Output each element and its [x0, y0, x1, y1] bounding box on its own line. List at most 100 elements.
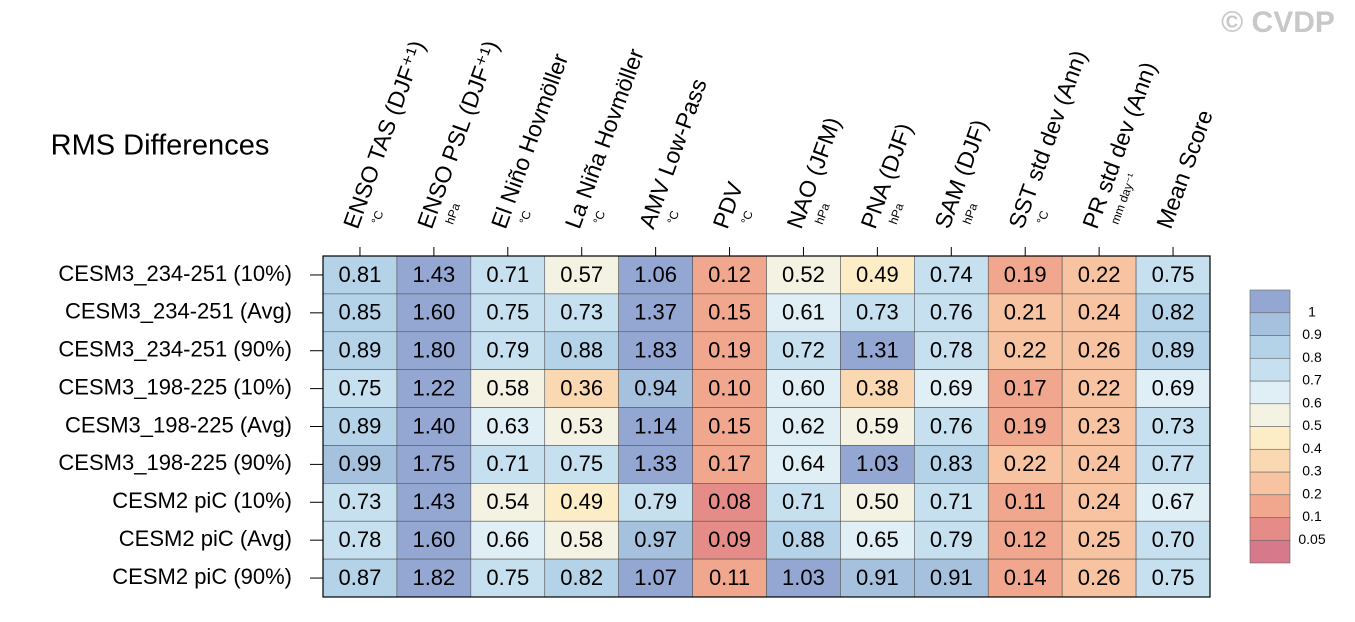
heat-cell [766, 483, 841, 522]
cell-label: 0.59 [856, 413, 899, 438]
heat-cell [840, 407, 915, 446]
colorbar-box [1249, 448, 1291, 473]
cell-label: 0.81 [339, 262, 382, 287]
cell-label: 0.24 [1078, 300, 1121, 325]
colorbar-box [1249, 517, 1291, 541]
heat-cell [692, 293, 767, 333]
heat-cell [470, 407, 546, 446]
column-header: SAM (DJF) [929, 116, 992, 232]
heat-cell [766, 407, 841, 446]
heat-cell [914, 558, 989, 598]
heat-cell [470, 558, 546, 598]
column-unit: °C [664, 208, 682, 226]
cell-label: 0.17 [708, 451, 751, 476]
heat-cell [840, 369, 915, 408]
cell-label: 0.99 [339, 451, 382, 476]
row-label: CESM2 piC (90%) [112, 564, 292, 589]
column-unit: °C [369, 208, 387, 226]
cell-label: 0.60 [782, 375, 825, 400]
cell-label: 0.69 [1152, 375, 1195, 400]
colorbar-box [1249, 539, 1291, 564]
colorbar-label: 0.7 [1302, 372, 1322, 388]
heat-cell [396, 445, 472, 484]
column-header: NAO (JFM) [781, 114, 845, 232]
heat-cell [692, 331, 767, 370]
heat-cell [470, 293, 546, 333]
cell-label: 0.91 [856, 565, 899, 590]
cell-label: 1.43 [412, 489, 455, 514]
cell-label: 0.08 [708, 489, 751, 514]
cell-label: 1.07 [634, 565, 677, 590]
cell-label: 0.11 [709, 565, 750, 590]
heat-cell [396, 369, 472, 408]
heat-cell [840, 483, 915, 522]
row-label: CESM2 piC (10%) [112, 488, 292, 513]
column-unit: °C [1034, 208, 1052, 226]
cell-label: 0.10 [708, 375, 751, 400]
cell-label: 0.38 [856, 375, 899, 400]
heat-cell [766, 520, 841, 560]
heat-cell [1061, 520, 1137, 560]
cell-label: 0.22 [1078, 262, 1121, 287]
cell-label: 0.75 [560, 451, 603, 476]
heat-cell [618, 369, 693, 408]
cell-label: 0.66 [486, 527, 529, 552]
heat-cell [1061, 483, 1137, 522]
cell-label: 0.79 [486, 338, 529, 363]
cell-label: 0.89 [339, 413, 382, 438]
cell-label: 0.58 [486, 375, 529, 400]
heat-cell [987, 407, 1063, 446]
heat-cell [1061, 255, 1137, 295]
cell-label: 1.03 [856, 451, 899, 476]
cell-label: 1.82 [412, 565, 455, 590]
cell-label: 0.21 [1004, 300, 1047, 325]
cell-label: 0.19 [1004, 262, 1047, 287]
heat-cell [914, 255, 989, 295]
cell-label: 0.09 [708, 527, 751, 552]
heat-cell [618, 331, 693, 370]
cell-label: 0.15 [708, 413, 751, 438]
cell-label: 0.71 [486, 262, 529, 287]
cell-label: 0.79 [930, 527, 973, 552]
cell-label: 0.12 [1004, 527, 1047, 552]
column-unit: hPa [812, 201, 833, 226]
heat-cell [840, 293, 915, 333]
cell-label: 1.31 [856, 338, 899, 363]
cell-label: 1.43 [412, 262, 455, 287]
cell-label: 0.88 [560, 338, 603, 363]
cell-label: 0.74 [930, 262, 973, 287]
colorbar-box [1249, 335, 1291, 359]
cell-label: 0.49 [856, 262, 899, 287]
heat-cell [914, 483, 989, 522]
cell-label: 0.22 [1004, 338, 1047, 363]
heat-cell [840, 255, 915, 295]
heat-cell [692, 520, 767, 560]
row-label: CESM3_234-251 (90%) [58, 337, 292, 362]
cell-label: 0.19 [708, 338, 751, 363]
row-label: CESM2 piC (Avg) [119, 526, 292, 551]
cell-label: 0.36 [560, 375, 603, 400]
column-unit: °C [590, 208, 608, 226]
heat-cell [692, 483, 767, 522]
cell-label: 0.83 [930, 451, 973, 476]
heat-cell [544, 445, 619, 484]
heat-cell [618, 445, 693, 484]
table-border [322, 255, 1211, 598]
cell-label: 0.82 [560, 565, 603, 590]
heat-cell [914, 520, 989, 560]
column-unit: hPa [960, 201, 981, 226]
heat-cell [1135, 369, 1211, 408]
colorbar-label: 0.8 [1302, 349, 1322, 365]
column-unit: °C [738, 208, 756, 226]
cell-label: 1.60 [412, 527, 455, 552]
heat-cell [1061, 445, 1137, 484]
cell-label: 0.73 [560, 300, 603, 325]
chart-title: RMS Differences [51, 130, 270, 162]
heat-cell [987, 255, 1063, 295]
heat-cell [396, 331, 472, 370]
heat-cell [322, 369, 398, 408]
cell-label: 0.62 [782, 413, 825, 438]
heat-cell [840, 445, 915, 484]
cell-label: 0.91 [930, 565, 973, 590]
cell-label: 0.78 [930, 338, 973, 363]
